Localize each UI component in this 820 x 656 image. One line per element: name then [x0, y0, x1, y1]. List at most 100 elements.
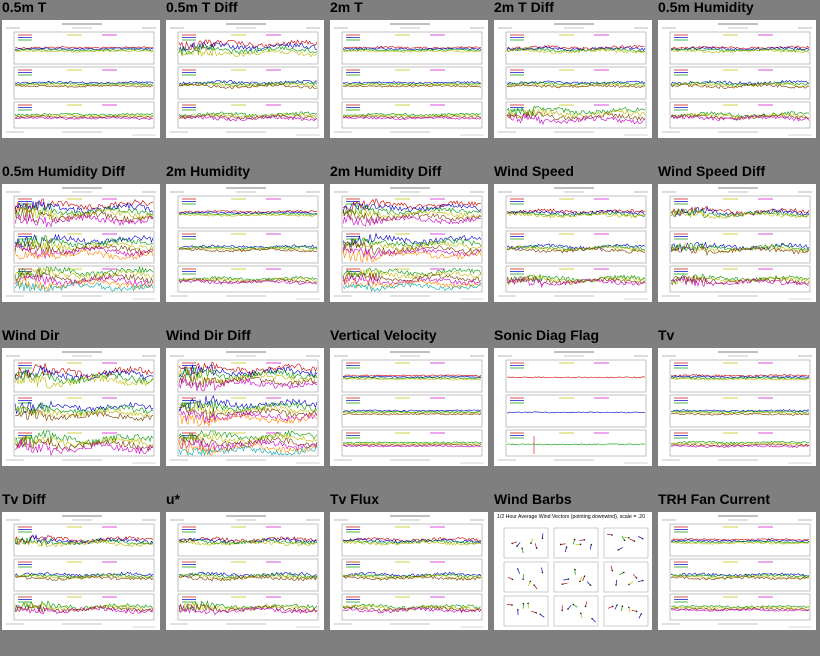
tile-wind-speed-diff[interactable]: Wind Speed Diff [656, 163, 820, 328]
tile-sonic-diag-flag[interactable]: Sonic Diag Flag [492, 327, 656, 492]
tile-wind-dir-diff[interactable]: Wind Dir Diff [164, 327, 328, 492]
tile-trh-fan-current[interactable]: TRH Fan Current [656, 491, 820, 656]
data-trace [342, 248, 482, 263]
wind-vector [638, 613, 642, 619]
plot-svg [498, 23, 648, 136]
data-trace [14, 234, 154, 251]
panel-frame [669, 101, 811, 129]
data-trace [670, 375, 810, 379]
data-trace [670, 605, 809, 610]
data-trace [670, 241, 810, 253]
wind-vector [516, 542, 521, 547]
data-trace [342, 84, 482, 88]
wind-vector [563, 578, 569, 581]
panel-frame [341, 31, 483, 65]
data-trace [342, 114, 482, 118]
tile-0-5m-humidity[interactable]: 0.5m Humidity [656, 0, 820, 164]
data-trace [14, 401, 154, 416]
data-trace [178, 540, 318, 547]
tile-tv-flux[interactable]: Tv Flux [328, 491, 492, 656]
tile-2m-humidity[interactable]: 2m Humidity [164, 163, 328, 328]
data-trace [506, 113, 646, 125]
wind-vector [573, 604, 578, 608]
plot-thumbnail-wind-barbs[interactable]: 1/2 Hour Average Wind Vectors (pointing … [494, 512, 652, 630]
tile-label: Tv Diff [2, 491, 46, 507]
panel-frame [505, 195, 647, 229]
data-trace [178, 43, 318, 56]
plot-thumbnail-0-5m-humidity-diff[interactable] [2, 184, 160, 302]
data-trace [14, 575, 154, 581]
tile-wind-barbs[interactable]: Wind Barbs 1/2 Hour Average Wind Vectors … [492, 491, 656, 656]
plot-thumbnail-tv-flux[interactable] [330, 512, 488, 630]
data-trace [178, 429, 318, 445]
data-trace [342, 203, 482, 214]
plot-thumbnail-0-5m-t-diff[interactable] [166, 20, 324, 138]
data-trace [342, 575, 482, 581]
tile-tv[interactable]: Tv [656, 327, 820, 492]
plot-thumbnail-2m-t-diff[interactable] [494, 20, 652, 138]
plot-thumbnail-wind-dir[interactable] [2, 348, 160, 466]
data-trace [342, 376, 482, 380]
data-trace [506, 443, 646, 446]
data-trace [342, 238, 482, 252]
tile-vertical-velocity[interactable]: Vertical Velocity [328, 327, 492, 492]
tile-tv-diff[interactable]: Tv Diff [0, 491, 164, 656]
data-trace [178, 377, 318, 392]
plot-thumbnail-wind-speed[interactable] [494, 184, 652, 302]
plot-thumbnail-2m-t[interactable] [330, 20, 488, 138]
plot-svg [170, 515, 320, 628]
data-trace [14, 538, 154, 548]
tile-2m-t[interactable]: 2m T [328, 0, 492, 164]
tile-label: Wind Speed [494, 163, 574, 179]
wind-vector [619, 572, 624, 576]
data-trace [178, 245, 318, 251]
panel-frame [13, 593, 155, 621]
plot-thumbnail-tv-diff[interactable] [2, 512, 160, 630]
tile-2m-humidity-diff[interactable]: 2m Humidity Diff [328, 163, 492, 328]
wind-vector [582, 576, 585, 581]
plot-thumbnail-0-5m-t[interactable] [2, 20, 160, 138]
plot-thumbnail-wind-speed-diff[interactable] [658, 184, 816, 302]
plot-svg [6, 515, 156, 628]
data-trace [14, 534, 154, 545]
tile-u[interactable]: u* [164, 491, 328, 656]
data-trace [14, 368, 154, 385]
wind-vector [629, 538, 635, 542]
data-trace [506, 48, 646, 55]
plot-thumbnail-u[interactable] [166, 512, 324, 630]
tile-wind-speed[interactable]: Wind Speed [492, 163, 656, 328]
data-trace [343, 442, 482, 445]
data-trace [178, 571, 318, 578]
panel-frame [505, 359, 647, 393]
panel-frame [13, 66, 155, 100]
plot-thumbnail-2m-humidity[interactable] [166, 184, 324, 302]
plot-thumbnail-vertical-velocity[interactable] [330, 348, 488, 466]
panel-frame [341, 265, 483, 293]
panel-frame [505, 429, 647, 457]
data-trace [14, 372, 154, 389]
data-trace [506, 245, 646, 252]
data-trace [670, 374, 810, 378]
barb-panel [553, 527, 599, 559]
wind-vector [606, 533, 613, 536]
panel-frame [669, 429, 811, 457]
data-trace [178, 404, 318, 421]
tile-0-5m-t-diff[interactable]: 0.5m T Diff [164, 0, 328, 164]
plot-thumbnail-tv[interactable] [658, 348, 816, 466]
plot-thumbnail-2m-humidity-diff[interactable] [330, 184, 488, 302]
tile-2m-t-diff[interactable]: 2m T Diff [492, 0, 656, 164]
tile-0-5m-humidity-diff[interactable]: 0.5m Humidity Diff [0, 163, 164, 328]
panel-frame [669, 195, 811, 229]
plot-thumbnail-0-5m-humidity[interactable] [658, 20, 816, 138]
tile-wind-dir[interactable]: Wind Dir [0, 327, 164, 492]
plot-thumbnail-sonic-diag-flag[interactable] [494, 348, 652, 466]
wind-vector [637, 580, 643, 583]
data-trace [670, 376, 810, 380]
plot-thumbnail-trh-fan-current[interactable] [658, 512, 816, 630]
plot-thumbnail-wind-dir-diff[interactable] [166, 348, 324, 466]
wind-vector [507, 576, 513, 580]
wind-vector [618, 547, 623, 551]
data-trace [178, 111, 318, 118]
data-trace [178, 83, 318, 89]
tile-0-5m-t[interactable]: 0.5m T [0, 0, 164, 164]
